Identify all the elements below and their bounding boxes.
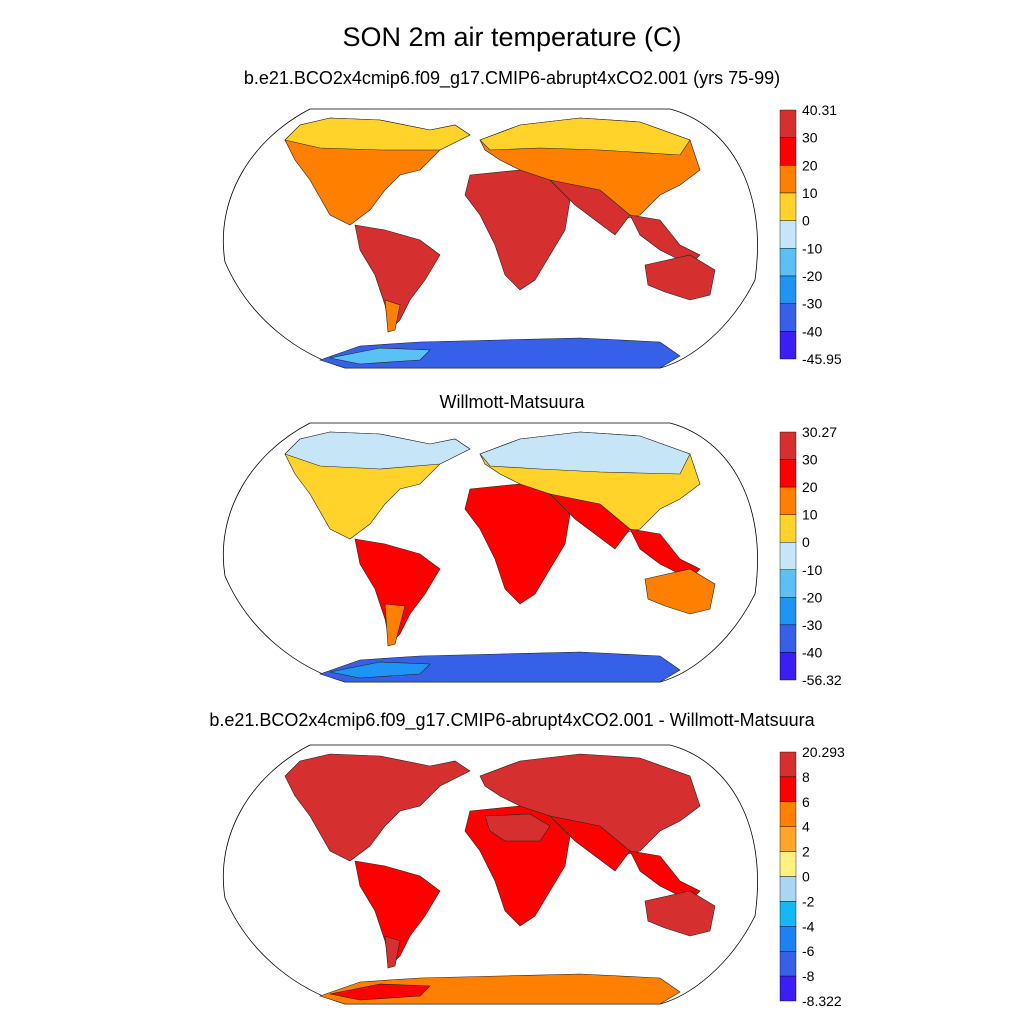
panel-3-colorbar-label: 6 — [802, 794, 810, 810]
panel-3-colorbar-label: -6 — [802, 943, 815, 959]
panel-1-colorbar-label: -45.95 — [802, 351, 842, 367]
panel-2-land-australia — [644, 568, 716, 615]
panel-2-colorbar-swatch — [779, 652, 797, 681]
panel-3-colorbar-swatch — [779, 801, 797, 827]
panel-3-colorbar-swatch — [779, 975, 797, 1002]
panel-1-globe — [222, 108, 758, 369]
panel-2-globe — [222, 422, 758, 683]
panel-1-land-australia — [644, 254, 716, 301]
panel-3-land-sahara — [484, 813, 551, 842]
panel-2-colorbar-label: -10 — [802, 562, 822, 578]
panel-3-land-north-america — [284, 753, 471, 862]
panel-1-colorbar-label: -30 — [802, 296, 822, 312]
panel-2-colorbar-label: -40 — [802, 644, 822, 660]
panel-3-colorbar-label: 4 — [802, 819, 810, 835]
panel-3-colorbar-label: 20.293 — [802, 744, 845, 760]
panel-1-land-eurasia-north — [479, 117, 691, 156]
panel-2-colorbar-label: 10 — [802, 507, 818, 523]
panel-1-land-south-america-tip — [384, 299, 401, 333]
panel-1-colorbar: 40.31 30 20 10 0 -10 -20 -30 -40 -45.95 — [779, 102, 842, 367]
panel-3-land-arabia-india — [549, 815, 631, 872]
panel-2-land-north-america-north — [284, 431, 471, 470]
panel-3-globe — [222, 744, 758, 1005]
panel-2-colorbar-label: 20 — [802, 479, 818, 495]
panel-1-land-south-america — [354, 224, 441, 331]
panel-3-colorbar-label: -8.322 — [802, 993, 842, 1009]
panel-1-land-north-america-north — [284, 117, 471, 151]
panel-1-colorbar-label: -40 — [802, 323, 822, 339]
panel-3-colorbar-swatch — [779, 926, 797, 952]
panel-1-colorbar-label: 30 — [802, 130, 818, 146]
panel-1-land-arabia-india — [549, 179, 631, 236]
panel-1-colorbar-swatch — [779, 331, 797, 360]
panel-2-colorbar-label: -20 — [802, 589, 822, 605]
panel-2-colorbar-label: 0 — [802, 534, 810, 550]
panel-3-land-south-america-tip — [384, 935, 401, 969]
panel-2-land-arabia-india — [549, 493, 631, 550]
panel-1-colorbar-label: -20 — [802, 268, 822, 284]
panel-3-colorbar-swatch — [779, 826, 797, 852]
panel-1-colorbar-label: 40.31 — [802, 102, 837, 118]
panel-3-colorbar-label: -8 — [802, 968, 815, 984]
panel-1-title: b.e21.BCO2x4cmip6.f09_g17.CMIP6-abrupt4x… — [243, 68, 781, 88]
panel-1-colorbar-label: 0 — [802, 213, 810, 229]
panel-3-colorbar-swatch — [779, 751, 797, 778]
panel-3-colorbar-swatch — [779, 851, 797, 877]
panel-3-colorbar-swatch — [779, 876, 797, 902]
panel-2-colorbar-label: -30 — [802, 617, 822, 633]
panel-2-land-antarctica-edge — [329, 661, 431, 679]
panel-2-land-eurasia-north — [479, 431, 691, 475]
panel-1-land-antarctica-edge — [329, 347, 431, 365]
panel-1-colorbar-label: 20 — [802, 157, 818, 173]
panel-3-land-south-america — [354, 860, 441, 967]
panel-3-colorbar-label: -2 — [802, 893, 815, 909]
panel-2-colorbar-label: -56.32 — [802, 672, 842, 688]
panel-3-colorbar-swatch — [779, 951, 797, 977]
panel-1-colorbar-label: -10 — [802, 240, 822, 256]
panel-3-land-australia — [644, 890, 716, 937]
panel-2-land-south-america-tip — [384, 603, 406, 647]
panel-3-land-eurasia — [479, 753, 701, 857]
panel-2-colorbar-label: 30 — [802, 452, 818, 468]
panel-3-title: b.e21.BCO2x4cmip6.f09_g17.CMIP6-abrupt4x… — [209, 710, 815, 730]
panel-3-land-antarctica-edge — [329, 983, 431, 1001]
figure-title: SON 2m air temperature (C) — [342, 22, 682, 52]
panel-3-colorbar: 20.293 8 6 4 2 0 -2 -4 -6 -8 -8.322 — [779, 744, 845, 1009]
panel-3-colorbar-swatch — [779, 776, 797, 803]
panel-3-colorbar-label: -4 — [802, 918, 815, 934]
panel-3-colorbar-label: 2 — [802, 844, 810, 860]
panel-2-colorbar: 30.27 30 20 10 0 -10 -20 -30 -40 -56.32 — [779, 424, 842, 688]
panel-3-colorbar-label: 8 — [802, 769, 810, 785]
panel-3-colorbar-label: 0 — [802, 869, 810, 885]
panel-3-colorbar-swatch — [779, 901, 797, 927]
panel-2-title: Willmott-Matsuura — [439, 392, 585, 412]
panel-1-colorbar-label: 10 — [802, 185, 818, 201]
panel-2-colorbar-label: 30.27 — [802, 424, 837, 440]
panel-2-land-south-america — [354, 538, 441, 645]
